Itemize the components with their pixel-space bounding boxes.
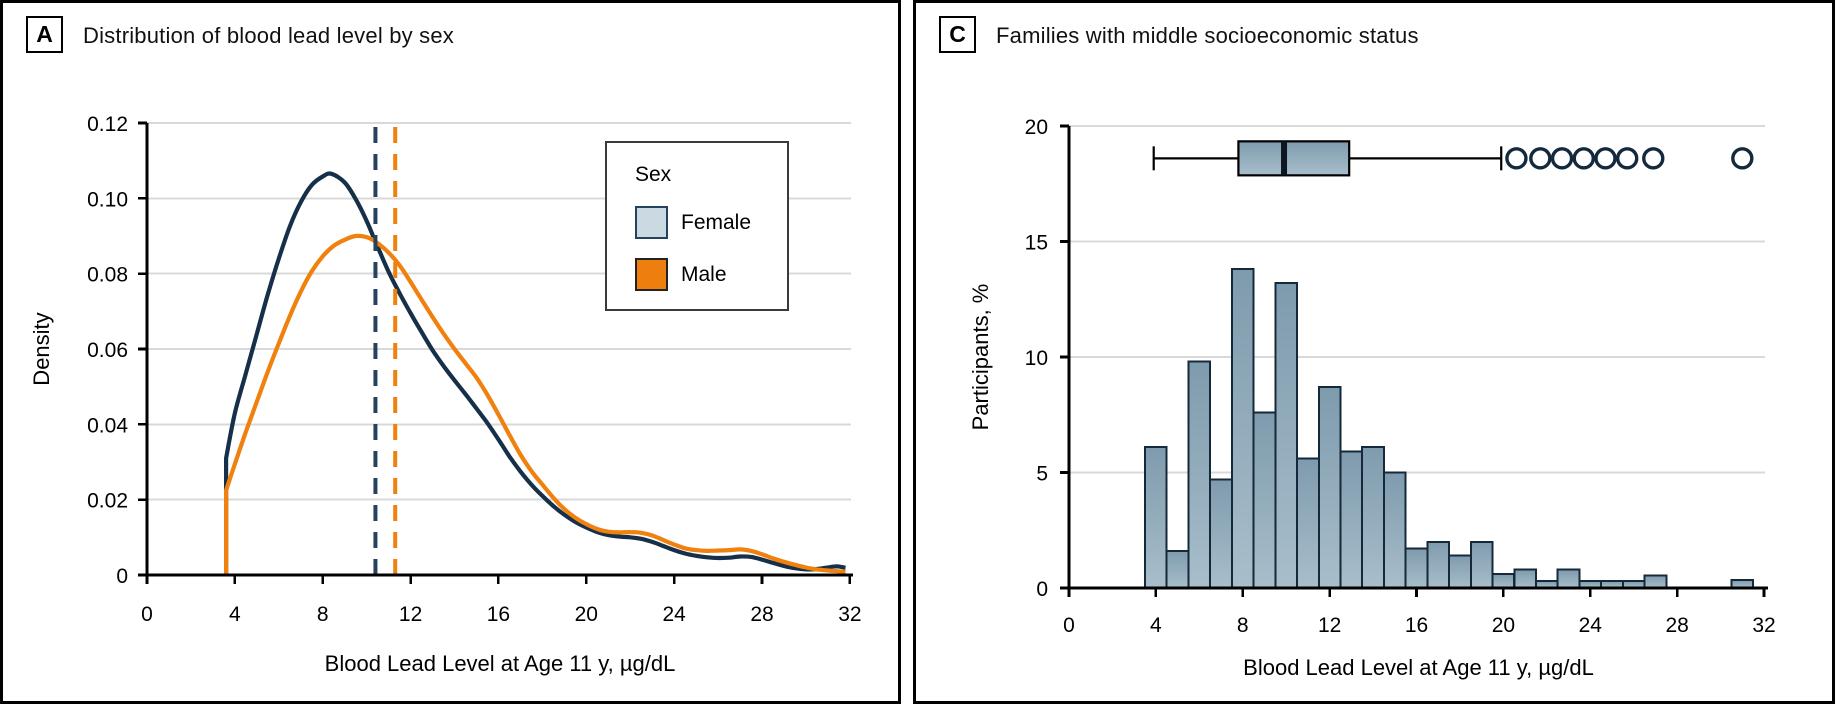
histogram-bar bbox=[1361, 446, 1385, 589]
histogram-bar bbox=[1230, 268, 1255, 589]
histogram-bar bbox=[1643, 574, 1668, 589]
histogram-bar bbox=[1513, 568, 1537, 589]
outlier-circle bbox=[1594, 147, 1617, 170]
x-tick-label: 8 bbox=[1237, 614, 1249, 637]
y-tick-label: 0 bbox=[116, 565, 128, 588]
outlier-circle bbox=[1550, 147, 1574, 170]
axes: 0 0.02 0.04 0.06 0.08 0.10 0.12 0 4 8 12 16 20 24 28 32 bbox=[87, 113, 861, 626]
y-tick-label: 0.06 bbox=[87, 339, 128, 362]
legend-item-female: Female bbox=[635, 206, 787, 239]
histogram-bar bbox=[1317, 386, 1342, 589]
outlier-circle bbox=[1731, 147, 1754, 170]
x-tick-label: 20 bbox=[575, 603, 598, 626]
histogram-bar bbox=[1296, 457, 1320, 589]
x-tick-label: 24 bbox=[662, 603, 686, 626]
legend-label-male: Male bbox=[681, 262, 727, 286]
histogram-chart: 0 5 10 15 20 0 4 8 12 16 20 24 28 32 Blood Lead Level … bbox=[968, 116, 1776, 680]
panel-c-title: Families with middle socioeconomic statu… bbox=[996, 23, 1419, 48]
histogram-bar bbox=[1209, 478, 1233, 589]
histogram-bar bbox=[1404, 547, 1429, 590]
x-tick-label: 12 bbox=[1318, 614, 1341, 637]
panel-a-title: Distribution of blood lead level by sex bbox=[83, 23, 455, 48]
female-swatch-icon bbox=[635, 206, 668, 239]
density-series-female bbox=[224, 171, 846, 575]
y-tick-label: 0 bbox=[1036, 578, 1048, 601]
y-tick-label: 0.12 bbox=[87, 113, 128, 136]
outlier-circle bbox=[1529, 147, 1552, 170]
density-line-male bbox=[224, 233, 846, 575]
y-tick-label: 0.10 bbox=[87, 188, 128, 211]
x-tick-label: 16 bbox=[487, 603, 510, 626]
density-chart: 0 0.02 0.04 0.06 0.08 0.10 0.12 0 4 8 12 16 20 24 28 32… bbox=[29, 113, 862, 676]
axes: 0 5 10 15 20 0 4 8 12 16 20 24 28 32 bbox=[1025, 116, 1776, 637]
x-tick-label: 4 bbox=[1150, 614, 1162, 637]
x-tick-label: 28 bbox=[1665, 614, 1688, 637]
legend-label-female: Female bbox=[681, 210, 752, 234]
x-axis-title: Blood Lead Level at Age 11 y, µg/dL bbox=[325, 651, 676, 676]
histogram-bar bbox=[1274, 282, 1298, 589]
x-tick-label: 0 bbox=[1063, 614, 1075, 637]
histogram-bar bbox=[1448, 554, 1472, 590]
density-line-female bbox=[224, 171, 846, 575]
panel-density-by-sex: A Distribution of blood lead level by se… bbox=[0, 0, 901, 704]
y-tick-label: 5 bbox=[1036, 463, 1048, 486]
panel-a-badge: A bbox=[26, 16, 63, 53]
outlier-circle bbox=[1572, 147, 1595, 170]
histogram-bar bbox=[1491, 573, 1516, 589]
panel-histogram-middle-ses: C Families with middle socioeconomic sta… bbox=[913, 0, 1835, 704]
x-tick-label: 24 bbox=[1579, 614, 1603, 637]
histogram-bar bbox=[1252, 411, 1277, 589]
panel-c-badge: C bbox=[939, 16, 976, 53]
legend: Sex Female Male bbox=[605, 141, 789, 311]
outlier-circle bbox=[1642, 147, 1665, 170]
x-tick-label: 16 bbox=[1405, 614, 1428, 637]
outlier-circle bbox=[1616, 147, 1639, 170]
histogram-bar bbox=[1187, 360, 1212, 589]
outlier-circle bbox=[1505, 147, 1528, 170]
y-tick-label: 20 bbox=[1025, 116, 1048, 139]
y-tick-label: 0.08 bbox=[87, 264, 128, 287]
y-tick-label: 15 bbox=[1025, 232, 1048, 255]
y-tick-label: 0.02 bbox=[87, 490, 128, 513]
x-tick-label: 4 bbox=[229, 603, 241, 626]
gridlines bbox=[1069, 125, 1765, 474]
y-tick-label: 10 bbox=[1025, 347, 1048, 370]
histogram-bar bbox=[1469, 540, 1494, 589]
male-swatch-icon bbox=[635, 258, 668, 291]
histogram-bar bbox=[1556, 568, 1581, 589]
legend-title: Sex bbox=[635, 163, 672, 186]
boxplot bbox=[1152, 140, 1754, 177]
x-tick-label: 28 bbox=[750, 603, 773, 626]
x-tick-label: 32 bbox=[1752, 614, 1775, 637]
boxplot-box bbox=[1237, 140, 1351, 177]
y-axis-title: Participants, % bbox=[968, 284, 993, 431]
x-tick-label: 12 bbox=[399, 603, 422, 626]
density-series-male bbox=[224, 233, 846, 575]
legend-item-male: Male bbox=[635, 258, 787, 291]
y-axis-title: Density bbox=[29, 312, 54, 385]
x-tick-label: 32 bbox=[838, 603, 861, 626]
histogram-bar bbox=[1382, 471, 1407, 589]
y-tick-label: 0.04 bbox=[87, 414, 128, 437]
x-tick-label: 0 bbox=[141, 603, 153, 626]
x-tick-label: 20 bbox=[1492, 614, 1515, 637]
histogram-bar bbox=[1339, 450, 1364, 590]
x-tick-label: 8 bbox=[317, 603, 329, 626]
histogram-bars bbox=[1144, 268, 1755, 590]
histogram-bar bbox=[1144, 446, 1168, 589]
histogram-bar bbox=[1165, 550, 1190, 589]
x-axis-title: Blood Lead Level at Age 11 y, µg/dL bbox=[1243, 655, 1594, 680]
histogram-bar bbox=[1426, 540, 1451, 589]
